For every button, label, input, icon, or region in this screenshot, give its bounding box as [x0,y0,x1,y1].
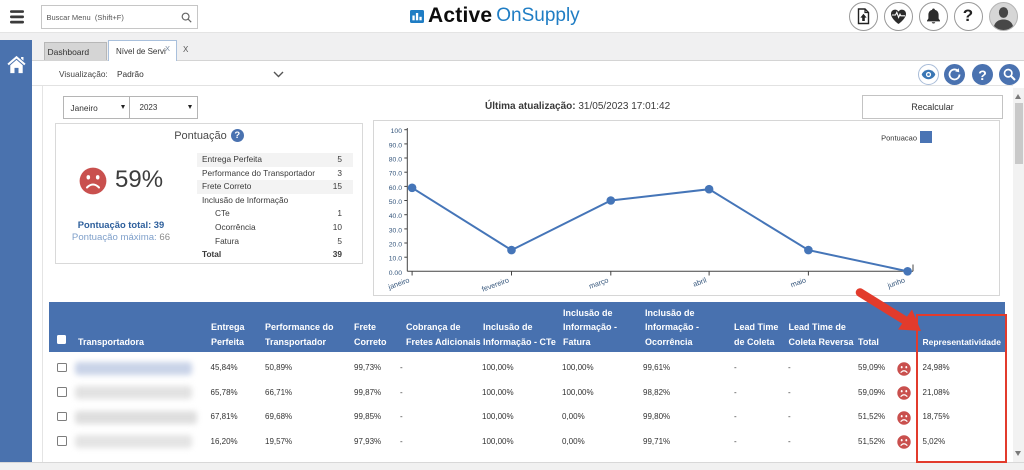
svg-text:março: março [588,275,610,290]
svg-text:90.0: 90.0 [389,142,402,149]
svg-text:abril: abril [692,275,708,288]
svg-text:60.0: 60.0 [389,185,402,192]
svg-text:100: 100 [391,128,403,135]
svg-text:0.00: 0.00 [389,270,402,277]
svg-text:20.0: 20.0 [389,242,402,249]
svg-text:30.0: 30.0 [389,227,402,234]
svg-text:70.0: 70.0 [389,171,402,178]
svg-text:50.0: 50.0 [389,199,402,206]
svg-text:fevereiro: fevereiro [480,275,510,293]
svg-text:maio: maio [789,275,807,289]
svg-text:Pontuacao: Pontuacao [881,134,917,143]
svg-text:40.0: 40.0 [389,213,402,220]
svg-text:janeiro: janeiro [386,275,411,291]
svg-text:80.0: 80.0 [389,157,402,164]
svg-text:10.0: 10.0 [389,256,402,263]
